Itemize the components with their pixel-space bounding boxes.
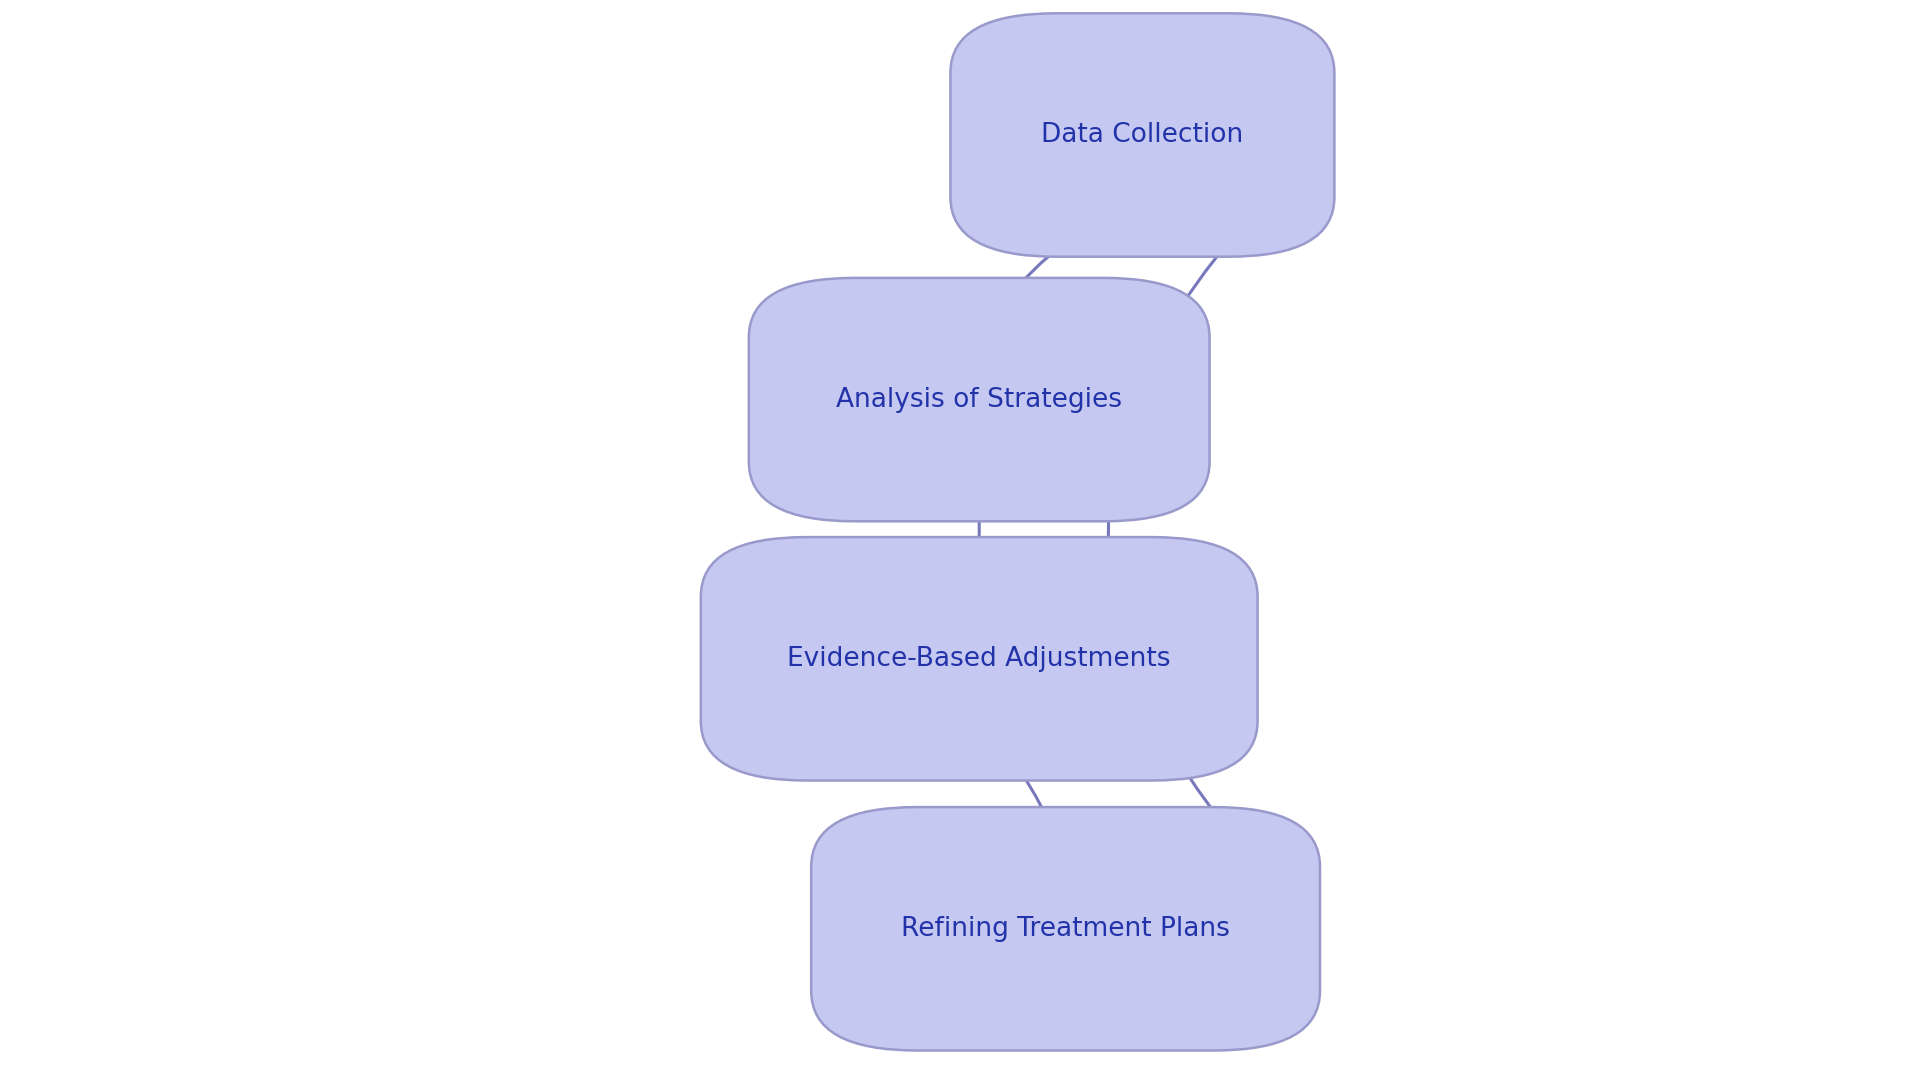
Text: Refining Treatment Plans: Refining Treatment Plans bbox=[900, 916, 1231, 942]
FancyBboxPatch shape bbox=[701, 537, 1258, 781]
FancyBboxPatch shape bbox=[810, 807, 1321, 1051]
Text: Analysis of Strategies: Analysis of Strategies bbox=[837, 387, 1121, 413]
Text: Evidence-Based Adjustments: Evidence-Based Adjustments bbox=[787, 646, 1171, 672]
Text: Data Collection: Data Collection bbox=[1041, 122, 1244, 148]
FancyBboxPatch shape bbox=[950, 13, 1334, 257]
FancyBboxPatch shape bbox=[749, 278, 1210, 522]
